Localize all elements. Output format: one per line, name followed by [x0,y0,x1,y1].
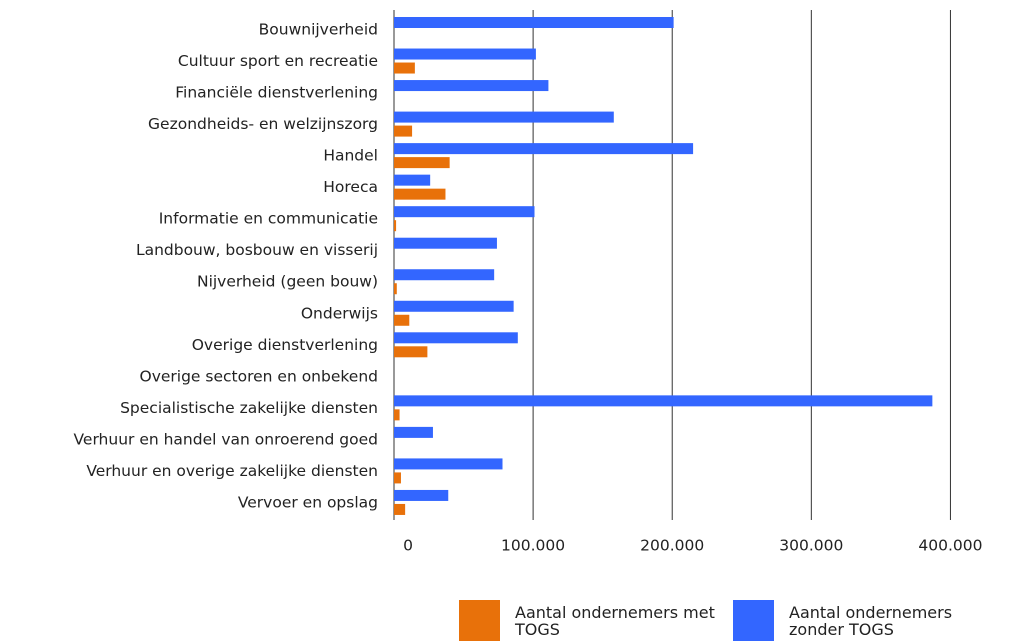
bar [394,346,428,358]
bar [394,48,536,60]
bar [394,80,549,92]
y-tick-label: Nijverheid (geen bouw) [197,273,378,291]
bar [394,269,495,281]
y-tick-label: Overige dienstverlening [192,336,378,354]
y-tick-label: Bouwnijverheid [259,21,378,39]
y-tick-label: Landbouw, bosbouw en visserij [136,241,378,259]
legend-swatch [733,600,774,641]
x-tick-label: 200.000 [640,537,704,555]
chart: 0 100.000 200.000 300.000 400.000 Bouwnijverh… [74,10,982,555]
bar [394,395,933,407]
y-tick-label: Horeca [323,178,378,196]
bar [394,125,413,137]
bar [394,111,614,123]
bar [394,157,450,169]
bar [394,458,503,470]
y-tick-label: Vervoer en opslag [238,493,378,511]
x-tick-label: 0 [403,537,413,555]
legend-item: Aantal ondernemers zonder TOGS [733,600,989,641]
bar [394,174,431,186]
bar [394,314,410,326]
bar [394,283,397,295]
bar [394,143,694,155]
bar [394,237,497,249]
bar [394,332,518,344]
bar [394,17,674,28]
bar [394,409,400,421]
y-tick-label: Specialistische zakelijke diensten [120,399,378,417]
bar [394,188,446,200]
bar [394,220,397,232]
y-tick-label: Gezondheids- en welzijnszorg [148,115,378,133]
legend-label: Aantal ondernemers met TOGS [515,602,715,639]
y-tick-label: Verhuur en overige zakelijke diensten [86,462,378,480]
legend-swatch [459,600,500,641]
x-tick-label: 300.000 [779,537,843,555]
legend-label: Aantal ondernemers zonder TOGS [789,602,953,639]
bar [394,300,514,312]
y-tick-label: Overige sectoren en onbekend [140,367,379,385]
y-tick-label: Handel [323,147,378,165]
y-tick-label: Financiële dienstverlening [175,84,378,102]
x-tick-label: 100.000 [501,537,565,555]
bar [394,503,406,515]
legend-item: Aantal ondernemers met TOGS [459,600,715,641]
y-tick-label: Onderwijs [301,304,378,322]
y-tick-label: Informatie en communicatie [159,210,378,228]
x-tick-label: 400.000 [918,537,982,555]
bar [394,472,401,484]
bar [394,62,415,74]
y-tick-label: Verhuur en handel van onroerend goed [74,430,378,448]
bar [394,426,433,438]
y-tick-label: Cultuur sport en recreatie [178,52,378,70]
bar [394,489,449,501]
bar [394,206,535,218]
